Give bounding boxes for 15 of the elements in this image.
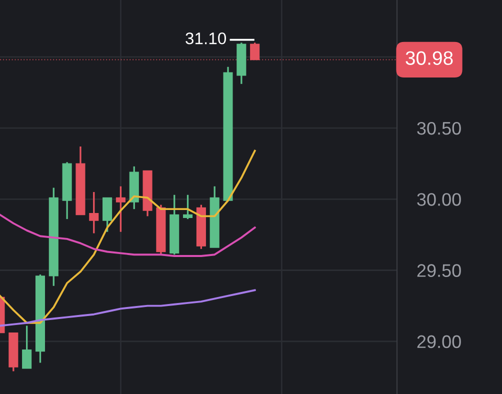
candlestick [250,42,260,61]
y-tick-label: 30.00 [417,193,461,206]
line-series [0,289,256,327]
line-series [0,150,256,324]
candlestick [89,191,99,234]
y-tick-label: 29.00 [417,335,461,348]
annotation: 31.10 [186,32,226,44]
line-series [0,214,256,258]
candlestick [22,324,32,370]
candlestick [102,196,112,233]
candlestick [182,194,193,220]
y-tick-label: 30.50 [417,122,461,135]
y-tick-label: 29.50 [417,264,461,277]
candlestick [116,185,126,233]
ref-line-label: 30.98 [406,51,453,65]
